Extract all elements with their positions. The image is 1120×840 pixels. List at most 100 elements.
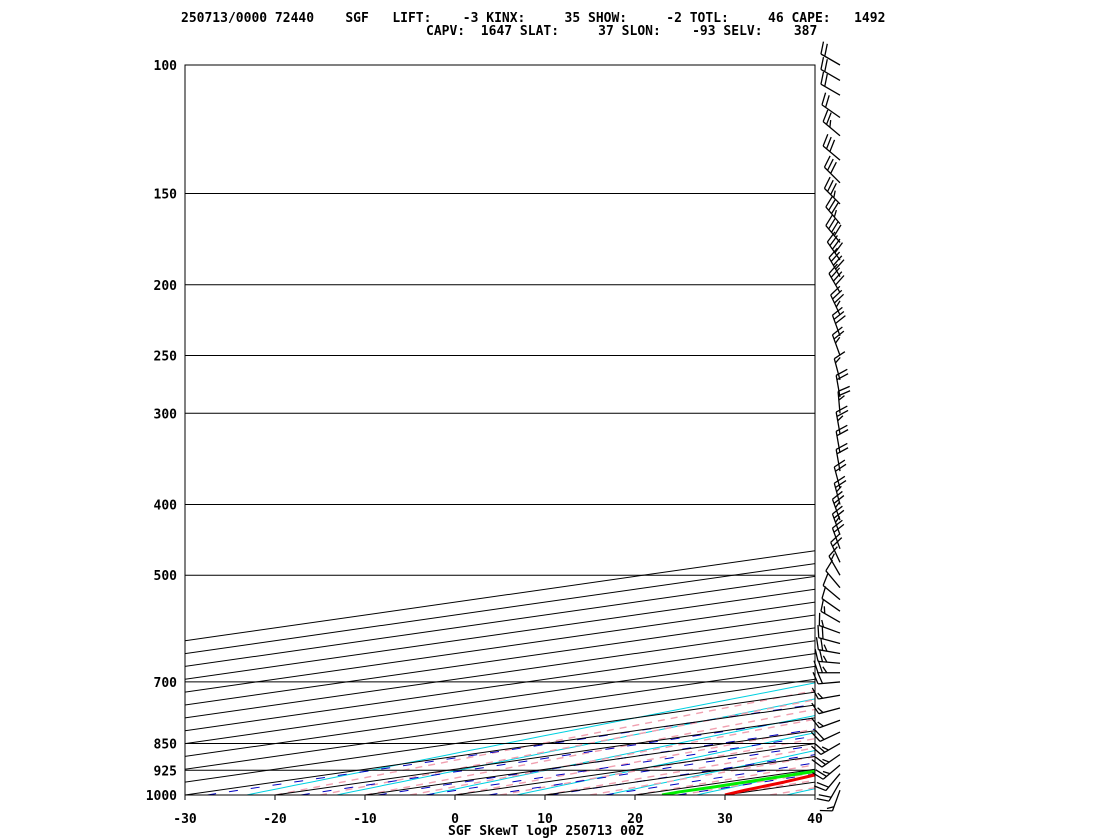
barb-shaft [831, 314, 841, 337]
wind-barb [828, 546, 841, 576]
barb-feather [832, 326, 843, 336]
wind-barb [831, 326, 845, 356]
barb-feather [828, 217, 836, 230]
barb-feather [813, 660, 819, 673]
barb-feather [811, 702, 820, 715]
dry-adiabat [967, 65, 1120, 795]
wind-barb [825, 559, 841, 589]
wind-barb [815, 637, 841, 655]
wind-barb [811, 702, 841, 715]
barb-feather [838, 390, 851, 397]
wind-barb [831, 306, 846, 337]
wind-barb [833, 459, 847, 489]
wind-barb [822, 109, 841, 137]
barb-shaft [820, 610, 841, 623]
barb-feather [814, 743, 826, 753]
barb-feather [825, 112, 832, 125]
barb-feather [822, 573, 829, 586]
header-line-1: 250713/0000 72440 SGF LIFT: -3 KINX: 35 … [181, 11, 885, 26]
wind-barb [811, 687, 841, 700]
barb-feather [826, 179, 834, 192]
barb-feather [833, 330, 845, 340]
barb-feather [834, 242, 844, 254]
barb-feather [814, 648, 819, 662]
x-tick-label: -20 [263, 812, 287, 827]
wind-barb [810, 717, 841, 729]
barb-feather [833, 190, 836, 198]
barb-feather [824, 73, 828, 87]
barb-feather [835, 442, 848, 451]
barb-feather [832, 306, 843, 316]
barb-feather [835, 259, 845, 270]
wind-barb [823, 155, 841, 184]
barb-feather [834, 336, 841, 344]
barb-shaft [825, 773, 841, 791]
barb-feather [830, 183, 837, 195]
x-tick-label: -10 [353, 812, 377, 827]
barb-shaft [822, 145, 841, 161]
barb-feather [830, 553, 835, 561]
moist-adiabat [589, 755, 815, 795]
barb-feather [829, 139, 836, 152]
wind-barb [822, 133, 841, 161]
isotherm [364, 730, 815, 795]
barb-shaft [825, 570, 841, 589]
moist-adiabat [769, 787, 815, 795]
barb-shaft [818, 637, 841, 645]
barb-shaft [818, 681, 841, 685]
barb-feather [816, 797, 830, 802]
barb-feather [836, 447, 849, 455]
wind-barb [811, 742, 841, 756]
barb-shaft [828, 273, 841, 293]
barb-feather [832, 271, 843, 282]
wind-barb [835, 442, 849, 472]
barb-feather [810, 731, 821, 742]
barb-shaft [835, 431, 841, 454]
barb-shaft [820, 68, 841, 82]
barb-feather [822, 666, 828, 674]
barb-feather [825, 214, 834, 226]
plot-border [184, 64, 816, 796]
barb-shaft [819, 731, 841, 742]
wind-barb [835, 424, 849, 454]
barb-feather [828, 546, 838, 557]
dry-adiabat [877, 65, 1120, 795]
barb-shaft [831, 513, 841, 535]
barb-feather [830, 202, 839, 214]
barb-feather [822, 133, 829, 147]
header-line-2: CAPV: 1647 SLAT: 37 SLON: -93 SELV: 387 [426, 24, 817, 39]
barb-shaft [823, 187, 841, 205]
isotherm [185, 691, 815, 783]
wind-barbs [810, 41, 851, 812]
barb-feather [821, 619, 825, 628]
barb-shaft [828, 257, 841, 278]
dewpoint-profile [661, 769, 815, 795]
barb-feather [822, 770, 831, 775]
wind-barb [821, 92, 841, 119]
barb-feather [833, 523, 845, 533]
barb-feather [826, 158, 834, 171]
barb-feather [810, 717, 820, 729]
mixing-ratio-line [549, 754, 815, 795]
x-tick-label: 30 [717, 812, 733, 827]
barb-feather [822, 655, 828, 663]
barb-shaft [821, 104, 841, 119]
barb-feather [822, 109, 829, 122]
wind-barb [828, 247, 845, 278]
wind-barb [811, 753, 841, 768]
barb-feather [820, 41, 825, 55]
barb-feather [821, 746, 829, 751]
barb-shaft [823, 166, 841, 184]
barb-feather [830, 533, 841, 543]
barb-feather [837, 415, 844, 422]
isotherm [185, 614, 815, 706]
y-tick-label: 150 [154, 188, 178, 203]
barb-feather [825, 559, 834, 572]
barb-shaft [830, 294, 841, 316]
barb-feather [821, 586, 827, 599]
dry-adiabat [1057, 65, 1120, 795]
barb-feather [817, 692, 824, 699]
mixing-ratio-line [604, 762, 815, 795]
barb-feather [820, 598, 825, 612]
